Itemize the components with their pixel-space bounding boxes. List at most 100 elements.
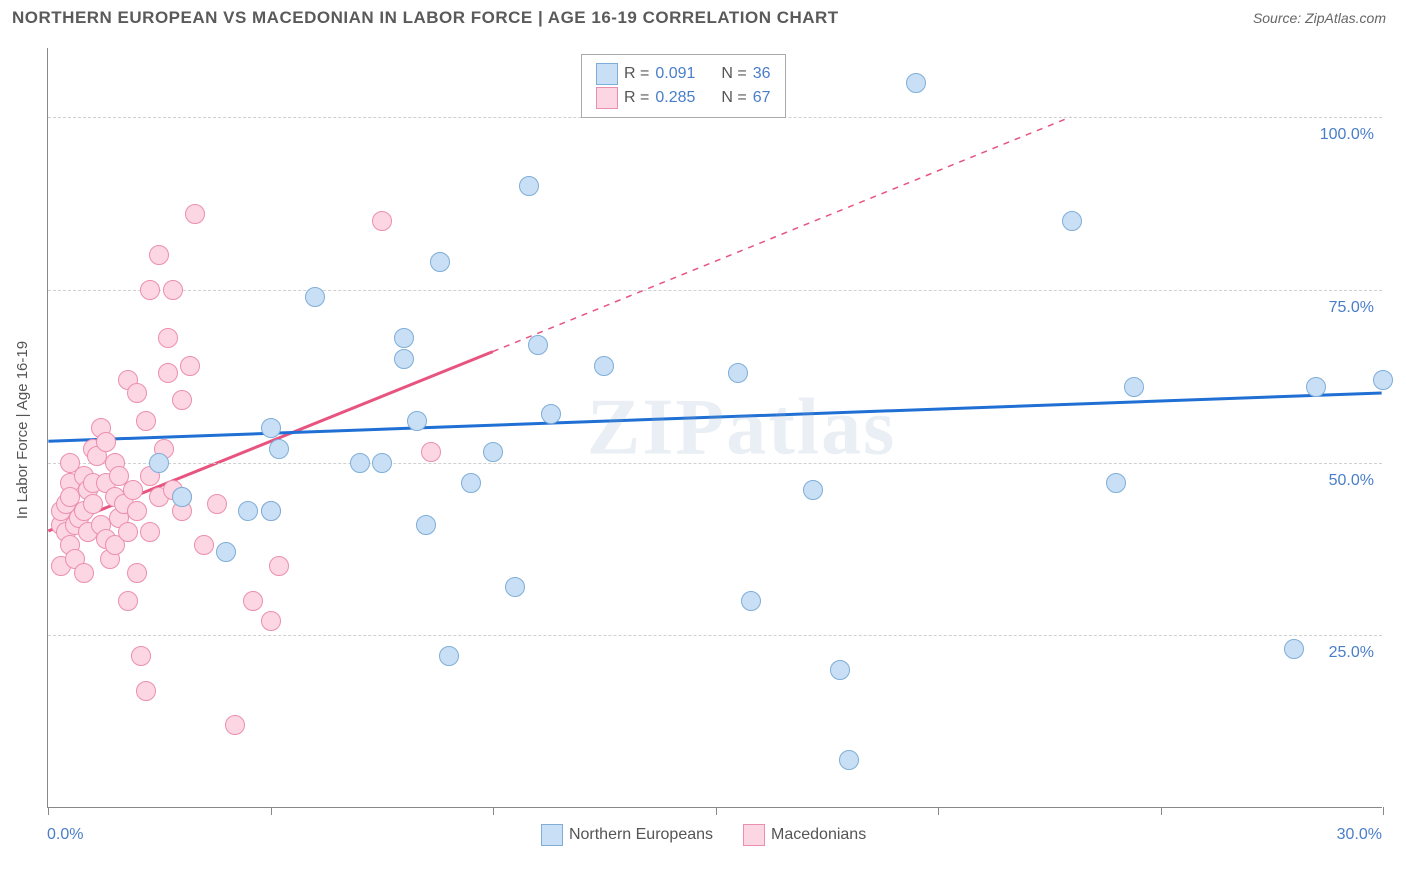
trendline [48,393,1381,441]
northern-point [1124,377,1144,397]
northern-point [483,442,503,462]
x-tick [271,807,272,815]
macedonian-point [180,356,200,376]
northern-point [261,501,281,521]
trendlines-svg [48,48,1382,807]
legend-item-northern: Northern Europeans [541,824,713,846]
macedonian-point [127,563,147,583]
macedonian-point [421,442,441,462]
northern-point [439,646,459,666]
northern-point [305,287,325,307]
northern-point [728,363,748,383]
northern-swatch-icon [596,63,618,85]
r-value: 0.285 [655,89,695,107]
northern-swatch-icon [541,824,563,846]
y-tick-label: 100.0% [1320,126,1374,144]
legend-row-macedonian: R = 0.285 N = 67 [596,87,771,109]
northern-point [416,515,436,535]
x-tick [938,807,939,815]
legend-item-macedonian: Macedonians [743,824,866,846]
macedonian-point [158,363,178,383]
x-tick [493,807,494,815]
x-tick [1383,807,1384,815]
northern-point [261,418,281,438]
macedonian-point [261,611,281,631]
macedonian-point [207,494,227,514]
northern-point [1062,211,1082,231]
northern-point [394,349,414,369]
macedonian-point [127,383,147,403]
northern-point [839,750,859,770]
n-label: N = [721,65,746,83]
macedonian-point [136,411,156,431]
macedonian-point [269,556,289,576]
macedonian-point [74,563,94,583]
northern-point [1373,370,1393,390]
macedonian-point [127,501,147,521]
source-label: Source: ZipAtlas.com [1253,10,1386,26]
watermark-text: ZIPatlas [587,383,896,474]
northern-point [238,501,258,521]
northern-point [541,404,561,424]
macedonian-point [136,681,156,701]
northern-point [906,73,926,93]
series-label: Northern Europeans [569,826,713,844]
northern-point [216,542,236,562]
northern-point [372,453,392,473]
northern-point [149,453,169,473]
macedonian-swatch-icon [743,824,765,846]
northern-point [407,411,427,431]
northern-point [430,252,450,272]
correlation-legend: R =0.091N =36R =0.285N =67 [581,54,786,118]
y-tick-label: 75.0% [1329,299,1374,317]
chart-plot-area: ZIPatlas 25.0% 50.0% 75.0% 100.0% [47,48,1382,808]
macedonian-point [140,522,160,542]
northern-point [519,176,539,196]
macedonian-point [96,432,116,452]
x-tick [716,807,717,815]
r-value: 0.091 [655,65,695,83]
macedonian-point [83,494,103,514]
macedonian-point [172,390,192,410]
gridline [48,290,1382,291]
n-label: N = [721,89,746,107]
x-tick-label: 0.0% [47,826,83,844]
gridline [48,463,1382,464]
northern-point [830,660,850,680]
northern-point [505,577,525,597]
macedonian-point [243,591,263,611]
r-label: R = [624,89,649,107]
n-value: 67 [753,89,771,107]
macedonian-point [372,211,392,231]
y-tick-label: 25.0% [1329,644,1374,662]
northern-point [1106,473,1126,493]
gridline [48,635,1382,636]
northern-point [1284,639,1304,659]
chart-title: NORTHERN EUROPEAN VS MACEDONIAN IN LABOR… [12,8,839,28]
macedonian-swatch-icon [596,87,618,109]
macedonian-point [149,245,169,265]
y-axis-label: In Labor Force | Age 16-19 [14,341,31,519]
macedonian-point [185,204,205,224]
macedonian-point [163,280,183,300]
macedonian-point [131,646,151,666]
macedonian-point [123,480,143,500]
northern-point [394,328,414,348]
trendline [493,117,1071,352]
northern-point [350,453,370,473]
y-tick-label: 50.0% [1329,472,1374,490]
series-legend: Northern Europeans Macedonians [541,822,866,848]
macedonian-point [140,280,160,300]
macedonian-point [118,591,138,611]
northern-point [172,487,192,507]
northern-point [594,356,614,376]
macedonian-point [158,328,178,348]
x-tick [48,807,49,815]
northern-point [269,439,289,459]
northern-point [528,335,548,355]
r-label: R = [624,65,649,83]
northern-point [741,591,761,611]
x-tick-label: 30.0% [1337,826,1382,844]
macedonian-point [118,522,138,542]
macedonian-point [225,715,245,735]
